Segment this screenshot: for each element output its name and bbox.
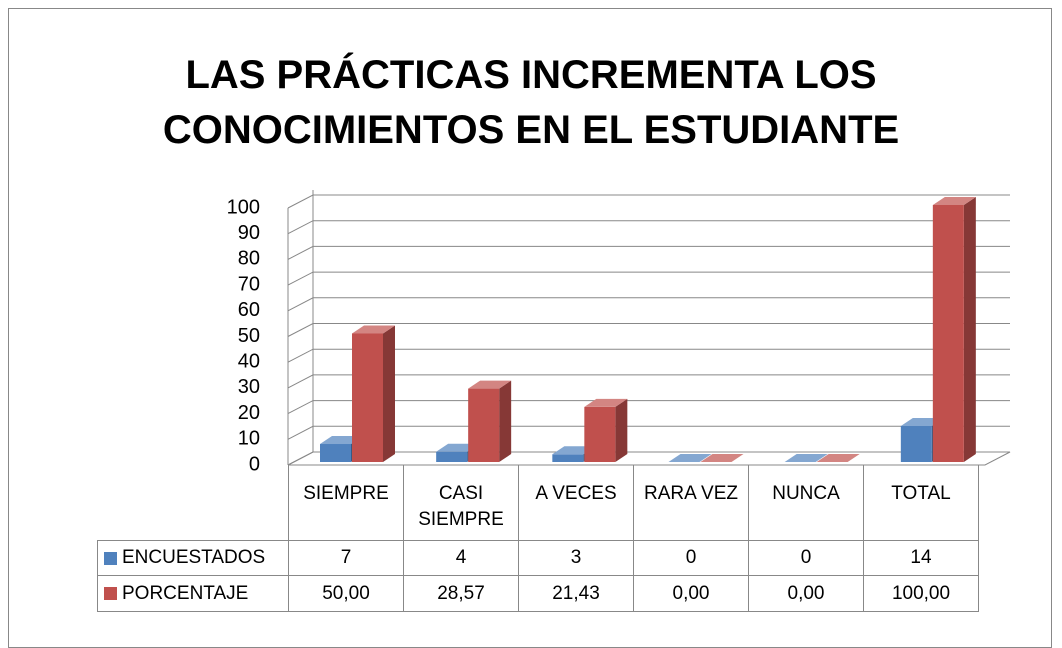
bar-top <box>784 454 828 462</box>
table-value: 0 <box>633 540 749 576</box>
grid-line <box>287 245 1010 260</box>
category-label: CASI SIEMPRE <box>403 465 519 541</box>
legend-swatch <box>104 551 117 565</box>
y-tick-label: 80 <box>238 248 260 270</box>
table-value: 50,00 <box>288 575 404 612</box>
chart: LAS PRÁCTICAS INCREMENTA LOS CONOCIMIENTO… <box>163 52 1011 475</box>
table-value: 0,00 <box>633 575 749 612</box>
bar-top <box>932 197 976 205</box>
bar <box>468 388 500 462</box>
y-tick-label: 100 <box>227 196 260 218</box>
bar-side <box>615 398 628 462</box>
category-label: RARA VEZ <box>633 465 749 541</box>
table-value: 7 <box>288 540 404 576</box>
grid-line <box>287 297 1010 312</box>
y-tick-label: 40 <box>238 350 260 372</box>
y-tick-label: 90 <box>238 222 260 244</box>
category-label: SIEMPRE <box>288 465 404 541</box>
bar-top <box>468 380 512 389</box>
grid-line <box>287 194 1010 209</box>
bar <box>352 333 383 462</box>
bar-top <box>668 454 712 462</box>
table-value: 0,00 <box>748 575 864 612</box>
bar-side <box>383 325 395 462</box>
grid-line <box>287 220 1010 235</box>
legend-entry: PORCENTAJE <box>97 575 289 612</box>
y-tick-label: 0 <box>249 453 260 475</box>
table-value: 21,43 <box>518 575 634 612</box>
bar <box>320 444 351 462</box>
y-tick-label: 20 <box>238 402 260 424</box>
grid-line <box>287 271 1010 286</box>
grid-line <box>287 400 1010 415</box>
bar-top <box>700 454 744 462</box>
category-label: NUNCA <box>748 465 864 541</box>
grid-line <box>287 451 1010 466</box>
legend-label: PORCENTAJE <box>122 582 249 604</box>
table-value: 0 <box>748 540 864 576</box>
chart-title: LAS PRÁCTICAS INCREMENTA LOS CONOCIMIENTO… <box>163 52 899 152</box>
category-label: A VECES <box>518 465 634 541</box>
grid-line <box>287 348 1010 363</box>
table-value: 4 <box>403 540 519 576</box>
bar <box>552 454 584 462</box>
bar <box>436 451 468 462</box>
table-value: 14 <box>863 540 979 576</box>
bar-top <box>584 398 628 407</box>
bar-side <box>499 380 512 462</box>
legend-swatch <box>104 587 117 600</box>
bar <box>932 205 964 462</box>
y-tick-label: 70 <box>238 273 260 295</box>
category-label: TOTAL <box>863 465 979 541</box>
y-tick-label: 10 <box>238 428 260 450</box>
y-tick-label: 30 <box>238 376 260 398</box>
table-value: 100,00 <box>863 575 979 612</box>
legend-label: ENCUESTADOS <box>122 547 266 569</box>
y-tick-label: 50 <box>238 325 260 347</box>
chart-page: LAS PRÁCTICAS INCREMENTA LOS CONOCIMIENTO… <box>8 8 1052 648</box>
bar-side <box>963 197 976 462</box>
grid-line <box>287 323 1010 337</box>
y-tick-label: 60 <box>238 299 260 321</box>
bar-top <box>816 454 860 462</box>
legend-entry: ENCUESTADOS <box>97 540 289 576</box>
grid-line <box>287 374 1010 389</box>
bar <box>900 426 932 462</box>
bar-top <box>352 325 395 334</box>
grid-line <box>287 425 1010 440</box>
bar <box>584 406 616 462</box>
table-value: 28,57 <box>403 575 519 612</box>
table-value: 3 <box>518 540 634 576</box>
